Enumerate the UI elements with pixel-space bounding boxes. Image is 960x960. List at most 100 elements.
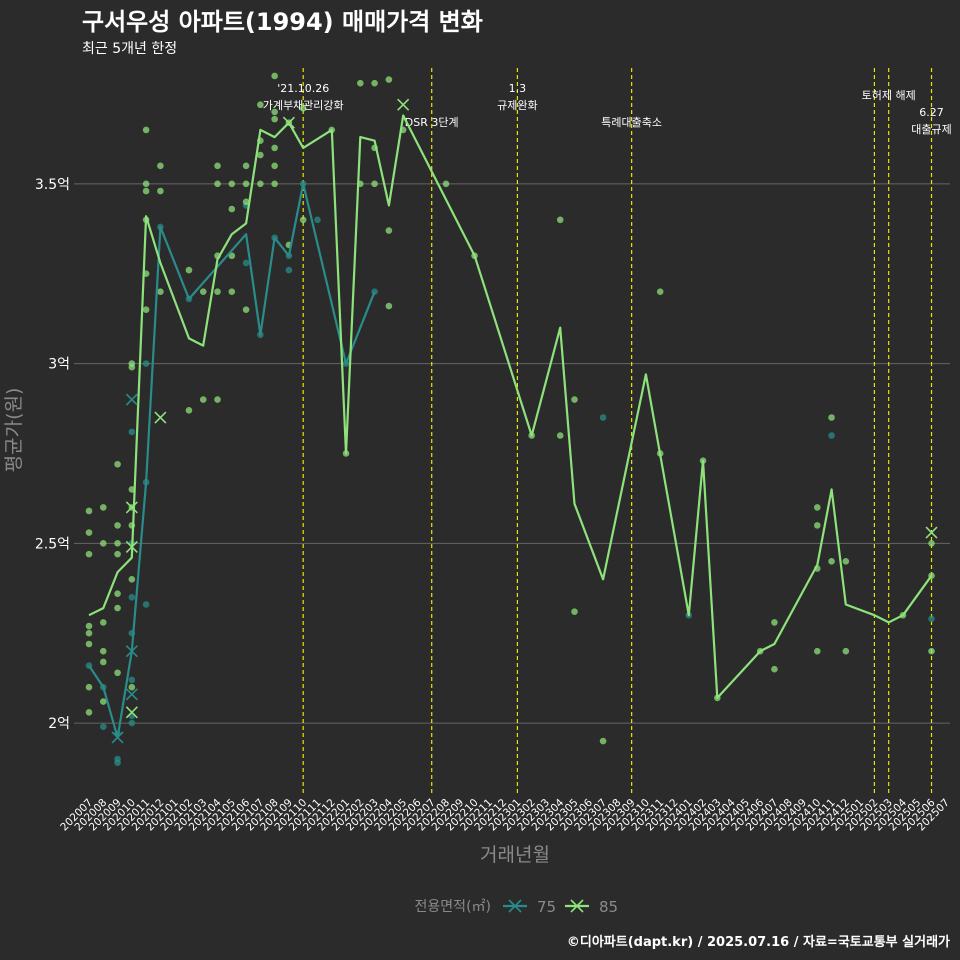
data-point [99, 698, 107, 705]
legend-title: 전용면적(㎡) [415, 899, 491, 915]
data-point [371, 180, 378, 188]
data-point [828, 432, 835, 439]
data-point [114, 755, 121, 763]
data-point [656, 288, 664, 295]
chart-title: 구서우성 아파트(1994) 매매가격 변화 [82, 8, 483, 36]
data-point [99, 723, 107, 730]
data-point [271, 72, 278, 80]
data-point [99, 658, 107, 666]
data-point [257, 101, 264, 109]
event-annotation-text: 특례대출축소 [601, 116, 662, 129]
data-point [85, 683, 93, 691]
data-point [385, 227, 393, 234]
cancelled-marker [125, 645, 138, 658]
data-point [214, 162, 221, 170]
data-point [257, 151, 264, 159]
data-point [85, 709, 93, 716]
legend-label-75: 75 [537, 898, 556, 916]
cancelled-marker [397, 98, 410, 111]
data-point [928, 540, 935, 547]
data-point [85, 507, 93, 515]
data-point [214, 396, 221, 403]
y-axis-title: 평균가(원) [3, 388, 25, 473]
data-point [85, 629, 93, 637]
data-point [385, 76, 393, 83]
data-point [285, 266, 293, 274]
legend-marker-85 [570, 899, 584, 913]
data-point [142, 601, 150, 608]
data-point [128, 676, 136, 684]
data-point [556, 216, 564, 224]
legend-marker-75 [508, 899, 522, 913]
series-85-points [85, 72, 935, 745]
legend: 전용면적(㎡) 75 85 [415, 898, 619, 916]
data-point [128, 363, 136, 371]
y-tick-label: 3억 [48, 357, 70, 373]
data-point [114, 550, 121, 558]
data-point [813, 647, 821, 655]
data-point [214, 288, 221, 295]
data-point [771, 619, 778, 626]
source-caption: ©디아파트(dapt.kr) / 2025.07.16 / 자료=국토교통부 실… [566, 935, 950, 950]
data-point [128, 683, 136, 691]
data-point [599, 737, 607, 745]
data-point [771, 665, 778, 673]
data-point [357, 79, 364, 87]
y-tick-label: 2.5억 [35, 536, 70, 552]
data-point [114, 540, 121, 547]
data-point [271, 115, 278, 123]
series-85-line [88, 114, 933, 700]
data-point [928, 615, 935, 623]
event-annotation-text: 규제완화 [497, 99, 537, 112]
data-point [371, 79, 378, 87]
data-point [556, 432, 564, 439]
data-point [271, 108, 278, 116]
data-point [128, 593, 136, 601]
event-annotation-text: 6.27 [919, 106, 944, 119]
data-point [99, 647, 107, 655]
cancelled-marker [125, 688, 138, 701]
data-point [157, 162, 164, 170]
series-85-cancelled [125, 98, 938, 719]
data-point [842, 647, 850, 655]
data-point [242, 306, 250, 313]
data-point [85, 622, 93, 630]
data-point [199, 288, 207, 295]
cancelled-marker [125, 393, 138, 406]
event-annotation-text: 대출규제 [911, 123, 951, 136]
data-point [928, 647, 935, 655]
data-point [85, 640, 93, 648]
chart-subtitle: 최근 5개년 한정 [82, 41, 178, 57]
data-point [242, 180, 250, 188]
series-75-points [85, 180, 935, 766]
data-point [114, 522, 121, 529]
data-point [157, 187, 164, 195]
data-point [85, 529, 93, 536]
data-point [128, 719, 136, 727]
data-point [271, 144, 278, 152]
data-point [228, 180, 236, 188]
cancelled-marker [125, 501, 138, 514]
event-annotation-text: DSR 3단계 [405, 116, 459, 129]
data-point [114, 669, 121, 677]
data-point [157, 288, 164, 295]
cancelled-marker [925, 526, 938, 539]
data-point [299, 105, 307, 112]
data-point [128, 575, 136, 583]
data-point [828, 414, 835, 421]
data-point [99, 619, 107, 626]
data-point [142, 187, 150, 195]
data-point [114, 590, 121, 597]
data-point [571, 396, 578, 403]
data-point [99, 504, 107, 511]
data-point [314, 216, 321, 224]
series-75-cancelled [111, 393, 138, 744]
data-point [142, 306, 150, 313]
legend-label-85: 85 [599, 898, 618, 916]
data-point [257, 180, 264, 188]
event-annotation-text: 1.3 [509, 82, 527, 95]
y-tick-label: 3.5억 [35, 177, 70, 193]
x-axis-title: 거래년월 [480, 844, 550, 866]
data-point [442, 180, 450, 188]
data-point [228, 288, 236, 295]
